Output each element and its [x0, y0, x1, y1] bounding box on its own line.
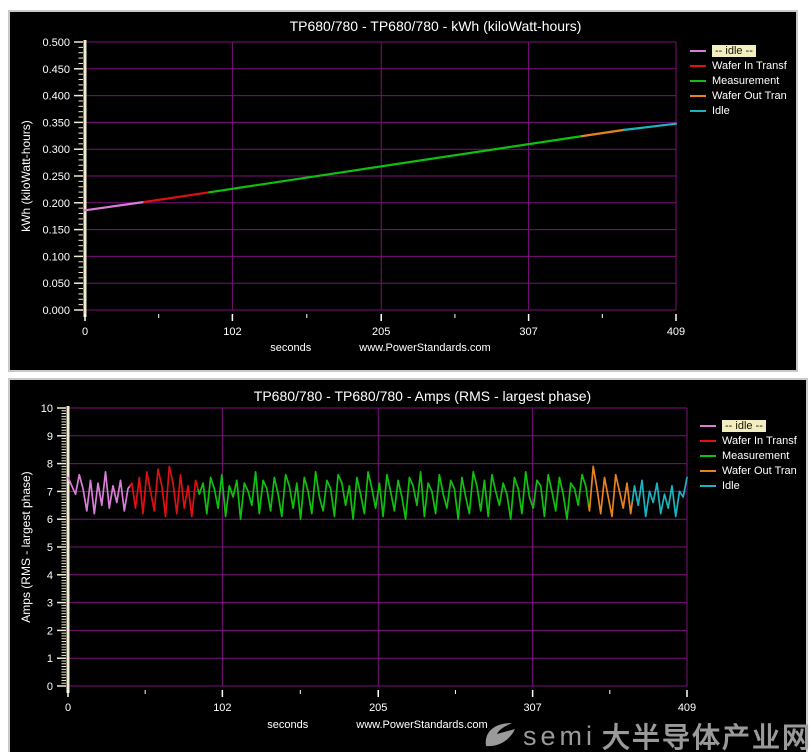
svg-text:102: 102	[213, 702, 231, 714]
svg-text:0.250: 0.250	[42, 171, 70, 183]
svg-text:0: 0	[47, 681, 53, 693]
svg-text:7: 7	[47, 486, 53, 498]
svg-text:0.350: 0.350	[42, 117, 70, 129]
legend-item: Idle	[700, 480, 797, 492]
svg-text:0.450: 0.450	[42, 64, 70, 76]
powerstandards-link: www.PowerStandards.com	[356, 719, 487, 731]
legend-item: -- idle --	[700, 420, 797, 432]
legend-label: Wafer In Transf	[722, 435, 797, 447]
legend-item: Wafer In Transf	[700, 435, 797, 447]
legend-item: Wafer In Transf	[690, 60, 787, 72]
svg-text:307: 307	[519, 326, 537, 338]
legend-swatch	[690, 80, 706, 82]
legend-label: -- idle --	[722, 420, 766, 432]
semi-logo-icon	[483, 719, 517, 752]
svg-text:8: 8	[47, 459, 53, 471]
legend-swatch	[690, 65, 706, 67]
legend-item: Wafer Out Tran	[700, 465, 797, 477]
svg-text:0.200: 0.200	[42, 198, 70, 210]
svg-text:409: 409	[678, 702, 696, 714]
svg-text:205: 205	[372, 326, 390, 338]
legend-swatch	[690, 50, 706, 52]
kwh-legend: -- idle -- Wafer In Transf Measurement Wafe…	[690, 45, 787, 117]
svg-text:0: 0	[82, 326, 88, 338]
svg-text:6: 6	[47, 514, 53, 526]
legend-item: Idle	[690, 105, 787, 117]
legend-label: Measurement	[712, 75, 779, 87]
kwh-x-axis-label: seconds	[270, 342, 311, 354]
svg-text:0.000: 0.000	[42, 305, 70, 317]
svg-text:9: 9	[47, 431, 53, 443]
legend-swatch	[700, 425, 716, 427]
amps-plot: 0 1 2 3 4 5 6 7 8 9 10 0 102 205 307 409	[10, 380, 806, 752]
legend-item: Measurement	[700, 450, 797, 462]
svg-text:0.500: 0.500	[42, 37, 70, 49]
amps-legend: -- idle -- Wafer In Transf Measurement Wafe…	[700, 420, 797, 492]
svg-text:10: 10	[41, 403, 53, 415]
watermark-cn-text: 大半导体产业网	[602, 716, 812, 752]
legend-label: Idle	[712, 105, 730, 117]
svg-text:409: 409	[667, 326, 685, 338]
kwh-plot: 0.000 0.050 0.100 0.150 0.200 0.250 0.300 0.350…	[10, 12, 796, 370]
kwh-chart-panel: TP680/780 - TP680/780 - kWh (kiloWatt-ho…	[8, 10, 798, 372]
svg-text:2: 2	[47, 625, 53, 637]
svg-text:5: 5	[47, 542, 53, 554]
legend-swatch	[700, 440, 716, 442]
svg-text:1: 1	[47, 653, 53, 665]
svg-text:0.100: 0.100	[42, 251, 70, 263]
amps-x-axis-label: seconds	[267, 719, 308, 731]
legend-swatch	[700, 455, 716, 457]
legend-swatch	[700, 485, 716, 487]
svg-text:307: 307	[523, 702, 541, 714]
svg-text:0.150: 0.150	[42, 225, 70, 237]
legend-label: -- idle --	[712, 45, 756, 57]
legend-label: Idle	[722, 480, 740, 492]
watermark: semi 大半导体产业网	[483, 716, 812, 752]
legend-label: Wafer Out Tran	[712, 90, 787, 102]
report-page: TP680/780 - TP680/780 - kWh (kiloWatt-ho…	[0, 0, 812, 752]
legend-item: -- idle --	[690, 45, 787, 57]
watermark-brand: semi	[523, 721, 596, 752]
legend-swatch	[690, 95, 706, 97]
amps-chart-panel: TP680/780 - TP680/780 - Amps (RMS - larg…	[8, 378, 808, 752]
svg-text:0.050: 0.050	[42, 278, 70, 290]
legend-swatch	[700, 470, 716, 472]
svg-text:4: 4	[47, 570, 53, 582]
legend-swatch	[690, 110, 706, 112]
svg-text:102: 102	[223, 326, 241, 338]
legend-label: Measurement	[722, 450, 789, 462]
svg-text:0.300: 0.300	[42, 144, 70, 156]
legend-item: Measurement	[690, 75, 787, 87]
legend-label: Wafer Out Tran	[722, 465, 797, 477]
legend-label: Wafer In Transf	[712, 60, 787, 72]
powerstandards-link: www.PowerStandards.com	[359, 342, 490, 354]
svg-text:0.400: 0.400	[42, 91, 70, 103]
svg-text:3: 3	[47, 598, 53, 610]
svg-text:0: 0	[65, 702, 71, 714]
legend-item: Wafer Out Tran	[690, 90, 787, 102]
svg-text:205: 205	[369, 702, 387, 714]
